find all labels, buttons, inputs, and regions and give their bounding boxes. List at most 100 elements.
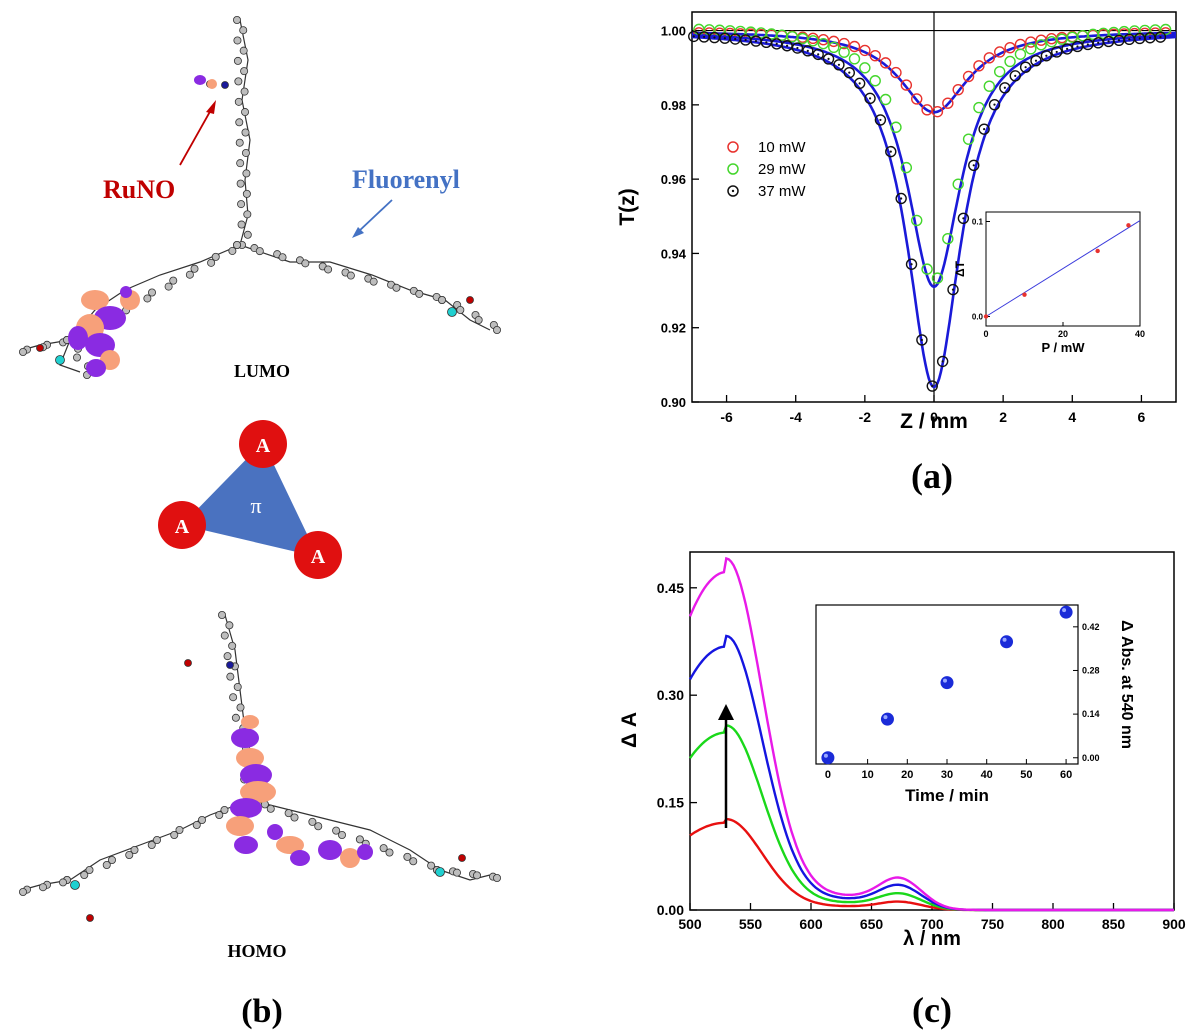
data-point-dot [1034, 59, 1038, 62]
atom [228, 641, 237, 650]
x-tick-label: 2 [999, 409, 1007, 425]
data-point-29-mW [1056, 33, 1068, 45]
data-point-37-mW [791, 42, 804, 54]
atom [85, 866, 94, 875]
y-tick-label: 1.00 [661, 24, 686, 39]
x-tick-label: 600 [799, 916, 823, 932]
data-point-dot [785, 44, 789, 47]
inset-data-point [1000, 635, 1014, 649]
atom [437, 295, 446, 304]
inset-data-point [983, 314, 989, 319]
data-point-29-mW [931, 272, 944, 284]
x-tick-label: 750 [981, 916, 1005, 932]
atom [125, 851, 134, 860]
x-tick-label: 6 [1138, 409, 1146, 425]
atom [241, 128, 250, 137]
data-point-29-mW [1035, 39, 1047, 51]
data-point-dot [817, 53, 820, 56]
atom [385, 848, 394, 857]
data-point-dot [1003, 86, 1006, 89]
atom [369, 277, 378, 286]
data-point-dot [775, 42, 778, 45]
inset-x-tick-label: 40 [1135, 329, 1145, 339]
vertex-top-label: A [256, 435, 271, 457]
data-point-dot [713, 36, 716, 39]
atom [234, 77, 243, 86]
chart-a-legend: 10 mW 29 mW 37 mW [727, 139, 806, 200]
data-point-dot [1024, 66, 1027, 69]
data-point-dot [1159, 36, 1162, 39]
data-point-dot [1107, 40, 1110, 43]
data-point-dot [1045, 54, 1048, 57]
atom [403, 852, 412, 861]
inset-y-tick-label: 0.1 [972, 218, 984, 227]
legend-marker-dot [731, 189, 735, 193]
inset-x-tick-label: 20 [1058, 329, 1068, 339]
inset-data-point-highlight [1062, 608, 1067, 613]
inset-y-tick-label: 0.14 [1082, 709, 1100, 719]
x-tick-label: 550 [739, 916, 763, 932]
atom [226, 672, 235, 681]
triangle-core [182, 442, 318, 557]
data-point-10-mW [879, 57, 892, 69]
chart-c-ylabel: Δ A [618, 712, 641, 748]
chart-a-ylabel: T(z) [616, 188, 639, 225]
inset-a-ylabel: ΔT [953, 260, 967, 277]
atom [225, 621, 234, 630]
atom [233, 56, 242, 65]
inset-x-tick-label: 40 [981, 769, 993, 781]
inset-data-point [1126, 223, 1131, 228]
molecule-panel: RuNO Fluorenyl LUMO HOMO π A A A (b) [18, 15, 501, 1030]
inset-x-tick-label: 10 [861, 769, 873, 781]
data-point-37-mW [822, 53, 835, 65]
legend-label: 29 mW [758, 161, 806, 178]
atom [241, 148, 250, 157]
data-point-29-mW [879, 93, 892, 106]
data-point-dot [951, 288, 955, 291]
y-tick-label: 0.15 [657, 795, 684, 811]
data-point-dot [879, 118, 882, 122]
atom [466, 296, 474, 304]
legend-label: 10 mW [758, 139, 806, 156]
data-point-29-mW [900, 161, 913, 174]
data-point-dot [900, 197, 903, 200]
chart-a-inset: 0 20 40 0.0 0.1 P / mW ΔT [953, 211, 1145, 355]
atom [233, 682, 242, 691]
data-point-29-mW [828, 41, 840, 54]
lumo-orbital-lobes [68, 75, 217, 377]
data-point-10-mW [911, 93, 923, 105]
x-tick-label: 650 [860, 916, 884, 932]
data-point-37-mW [833, 59, 845, 71]
inset-x-tick-label: 50 [1020, 769, 1032, 781]
atom [237, 200, 246, 209]
data-point-29-mW [1159, 23, 1172, 36]
atom [55, 355, 65, 365]
data-point-29-mW [838, 46, 850, 58]
data-point-dot [1086, 43, 1089, 46]
vertex-left-label: A [175, 516, 190, 538]
data-point-dot [744, 38, 747, 42]
atom [241, 108, 250, 117]
atom [170, 831, 179, 840]
panel-label-b: (b) [241, 993, 283, 1030]
data-point-10-mW [942, 97, 954, 109]
atom [235, 118, 244, 127]
y-tick-label: 0.94 [661, 246, 687, 261]
atom [184, 659, 192, 667]
increase-arrow-head [718, 704, 734, 720]
triangle-pi-label: π [250, 493, 261, 518]
x-tick-label: 850 [1102, 916, 1126, 932]
data-point-37-mW [874, 114, 887, 126]
atom [18, 888, 27, 897]
data-point-37-mW [1040, 50, 1053, 62]
atom [215, 811, 224, 820]
y-tick-label: 0.00 [657, 902, 684, 918]
data-point-37-mW [968, 159, 980, 172]
atom [223, 652, 232, 661]
data-point-dot [1148, 36, 1152, 39]
data-point-dot [734, 37, 737, 41]
inset-data-point [1059, 605, 1073, 619]
data-point-37-mW [978, 123, 990, 135]
data-point-10-mW [859, 44, 871, 57]
atom [217, 611, 226, 620]
